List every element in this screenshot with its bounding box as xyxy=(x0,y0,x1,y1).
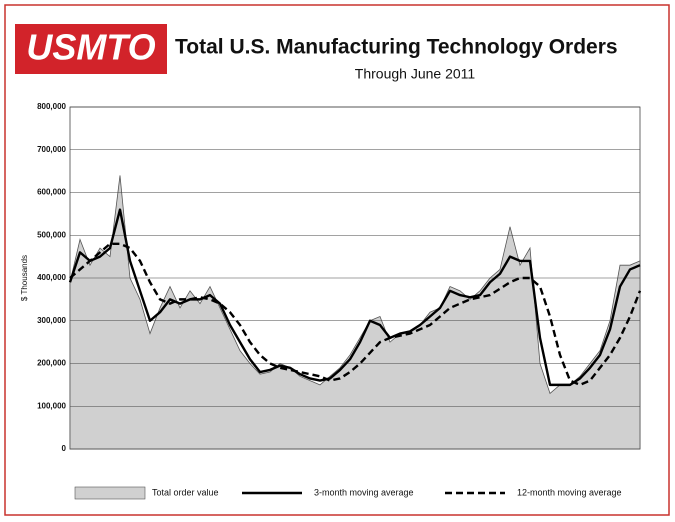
y-tick-label: 300,000 xyxy=(37,316,66,325)
line xyxy=(68,208,641,387)
y-tick-label: 500,000 xyxy=(37,230,66,239)
y-tick-label: 100,000 xyxy=(37,401,66,410)
y-tick-label: 700,000 xyxy=(37,145,66,154)
y-tick-label: 200,000 xyxy=(37,359,66,368)
logo: USMTO xyxy=(26,27,155,68)
legend-label: 12-month moving average xyxy=(517,487,622,497)
frame xyxy=(4,4,670,516)
logo-box xyxy=(15,24,167,74)
line xyxy=(69,242,642,387)
y-tick-label: 800,000 xyxy=(37,102,66,111)
legend-swatch xyxy=(74,486,146,500)
chart-title: Total U.S. Manufacturing Technology Orde… xyxy=(175,36,618,59)
chart-subtitle: Through June 2011 xyxy=(355,66,476,82)
y-axis-title: $ Thousands xyxy=(20,255,29,301)
legend-label: Total order value xyxy=(152,487,219,497)
y-tick-label: 400,000 xyxy=(37,273,66,282)
y-tick-label: 600,000 xyxy=(37,188,66,197)
legend-label: 3-month moving average xyxy=(314,487,414,497)
y-tick-label: 0 xyxy=(62,444,67,453)
